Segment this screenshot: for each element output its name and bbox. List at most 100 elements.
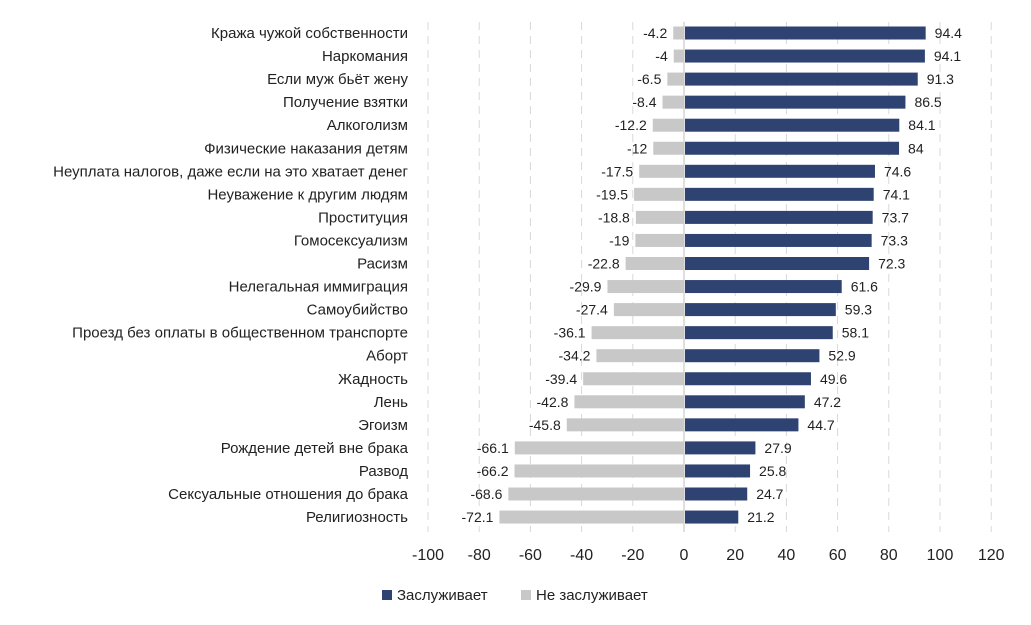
category-label: Эгоизм (358, 417, 408, 434)
bar-ne-zasluzhivaet (596, 349, 684, 363)
category-label: Самоубийство (307, 302, 408, 319)
bar-zasluzhivaet (685, 233, 872, 247)
x-tick-label: -60 (519, 547, 542, 564)
x-tick-label: 60 (829, 547, 847, 564)
bar-zasluzhivaet (685, 49, 925, 63)
bar-ne-zasluzhivaet (635, 210, 684, 224)
data-label-negative: -12 (627, 140, 647, 156)
data-label-positive: 47.2 (814, 394, 841, 410)
x-tick-label: 40 (778, 547, 796, 564)
legend-label: Заслуживает (397, 587, 488, 604)
bar-zasluzhivaet (685, 164, 875, 178)
bar-zasluzhivaet (685, 372, 811, 386)
bar-ne-zasluzhivaet (667, 72, 684, 86)
x-tick-label: -20 (621, 547, 644, 564)
data-label-positive: 84 (908, 140, 924, 156)
category-label: Проезд без оплаты в общественном транспо… (72, 325, 408, 342)
data-label-negative: -4 (655, 48, 668, 64)
bar-ne-zasluzhivaet (583, 372, 684, 386)
bar-ne-zasluzhivaet (613, 303, 684, 317)
bar-ne-zasluzhivaet (652, 118, 684, 132)
bar-ne-zasluzhivaet (639, 164, 684, 178)
bar-zasluzhivaet (685, 395, 805, 409)
data-label-negative: -27.4 (576, 302, 608, 318)
data-label-positive: 58.1 (842, 325, 869, 341)
bar-zasluzhivaet (685, 187, 874, 201)
data-label-positive: 86.5 (914, 94, 941, 110)
category-label: Неуплата налогов, даже если на это хвата… (53, 163, 408, 180)
bar-zasluzhivaet (685, 280, 842, 294)
bar-ne-zasluzhivaet (653, 141, 684, 155)
data-label-negative: -8.4 (632, 94, 656, 110)
x-tick-label: -100 (412, 547, 444, 564)
bar-zasluzhivaet (685, 418, 799, 432)
data-label-positive: 73.7 (882, 209, 909, 225)
category-label: Гомосексуализм (294, 232, 408, 249)
bar-zasluzhivaet (685, 210, 873, 224)
bar-zasluzhivaet (685, 257, 870, 270)
data-label-negative: -42.8 (537, 394, 569, 410)
bar-ne-zasluzhivaet (607, 280, 684, 294)
category-label: Физические наказания детям (204, 140, 408, 157)
category-label: Наркомания (322, 48, 408, 65)
legend: Заслуживает Не заслуживает (382, 587, 648, 604)
bar-ne-zasluzhivaet (673, 26, 684, 40)
data-label-positive: 27.9 (764, 440, 791, 456)
legend-swatch (521, 590, 531, 600)
data-label-positive: 52.9 (828, 348, 855, 364)
data-label-negative: -19 (609, 232, 629, 248)
category-label: Получение взятки (283, 94, 408, 111)
bar-ne-zasluzhivaet (625, 257, 684, 270)
bar-ne-zasluzhivaet (662, 95, 684, 109)
data-label-negative: -72.1 (462, 509, 494, 525)
data-label-positive: 59.3 (845, 302, 872, 318)
bar-ne-zasluzhivaet (673, 49, 684, 63)
data-label-positive: 44.7 (807, 417, 834, 433)
data-label-negative: -66.1 (477, 440, 509, 456)
data-label-negative: -4.2 (643, 25, 667, 41)
data-label-negative: -45.8 (529, 417, 561, 433)
bar-zasluzhivaet (685, 303, 836, 317)
category-label: Лень (374, 394, 408, 411)
data-label-negative: -29.9 (570, 279, 602, 295)
x-tick-label: 0 (680, 547, 689, 564)
x-tick-label: -40 (570, 547, 593, 564)
data-label-positive: 24.7 (756, 486, 783, 502)
category-label: Жадность (338, 371, 408, 388)
category-label: Рождение детей вне брака (221, 440, 409, 457)
data-label-positive: 61.6 (851, 279, 878, 295)
data-label-negative: -17.5 (601, 163, 633, 179)
bar-ne-zasluzhivaet (635, 233, 684, 247)
bar-zasluzhivaet (685, 26, 926, 40)
x-tick-label: 20 (726, 547, 744, 564)
bar-ne-zasluzhivaet (514, 464, 684, 478)
data-label-positive: 84.1 (908, 117, 935, 133)
category-label: Кража чужой собственности (211, 25, 408, 42)
x-tick-label: -80 (468, 547, 491, 564)
data-label-positive: 72.3 (878, 256, 905, 272)
bar-ne-zasluzhivaet (508, 487, 684, 501)
category-label: Неуважение к другим людям (207, 186, 408, 203)
data-label-positive: 94.1 (934, 48, 961, 64)
data-label-positive: 91.3 (927, 71, 954, 87)
bar-ne-zasluzhivaet (566, 418, 684, 432)
category-label: Религиозность (306, 509, 408, 526)
bar-zasluzhivaet (685, 487, 748, 501)
data-label-positive: 25.8 (759, 463, 786, 479)
bar-ne-zasluzhivaet (574, 395, 684, 409)
legend-label: Не заслуживает (536, 587, 648, 604)
category-label: Если муж бьёт жену (267, 71, 408, 88)
data-label-positive: 74.1 (883, 186, 910, 202)
data-label-negative: -19.5 (596, 186, 628, 202)
data-label-negative: -6.5 (637, 71, 661, 87)
data-label-positive: 94.4 (935, 25, 962, 41)
bar-zasluzhivaet (685, 72, 918, 86)
bars (499, 26, 926, 524)
category-label: Сексуальные отношения до брака (168, 486, 408, 503)
bar-zasluzhivaet (685, 510, 739, 524)
bar-ne-zasluzhivaet (499, 510, 684, 524)
bar-zasluzhivaet (685, 441, 756, 455)
x-tick-label: 120 (978, 547, 1005, 564)
category-label: Аборт (366, 348, 408, 365)
